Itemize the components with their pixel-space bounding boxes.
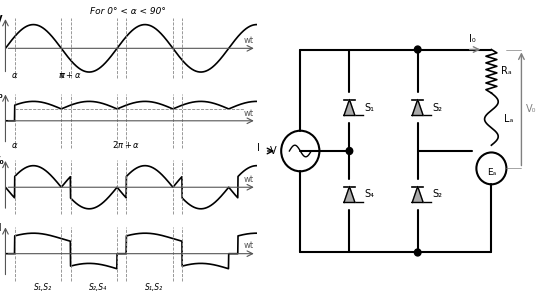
Text: S₂: S₂ [433, 189, 443, 200]
Text: I: I [257, 143, 259, 153]
Text: S₁,S₂: S₁,S₂ [145, 283, 163, 292]
Text: Eₐ: Eₐ [487, 168, 496, 177]
Polygon shape [412, 100, 423, 115]
Text: Lₐ: Lₐ [503, 114, 513, 124]
Polygon shape [412, 187, 423, 202]
Text: S₂: S₂ [433, 102, 443, 113]
Circle shape [346, 147, 353, 155]
Text: $\alpha$: $\alpha$ [11, 141, 19, 150]
Text: V: V [0, 15, 3, 25]
Polygon shape [344, 100, 355, 115]
Text: S₂,S₄: S₂,S₄ [90, 283, 108, 292]
Text: S₁,S₂: S₁,S₂ [34, 283, 52, 292]
Text: S₄: S₄ [365, 189, 375, 200]
Text: I₀: I₀ [0, 90, 3, 100]
Text: V: V [270, 146, 276, 156]
Text: V₀: V₀ [0, 156, 4, 166]
Text: For 0° < α < 90°: For 0° < α < 90° [90, 7, 166, 16]
Text: wt: wt [244, 36, 254, 45]
Text: $2\pi+\alpha$: $2\pi+\alpha$ [112, 139, 140, 150]
Circle shape [414, 249, 421, 256]
Text: wt: wt [244, 241, 254, 250]
Text: wt: wt [244, 175, 254, 184]
Circle shape [414, 46, 421, 53]
Text: wt: wt [244, 108, 254, 117]
Text: S₁: S₁ [365, 102, 375, 113]
Text: $\pi$: $\pi$ [58, 71, 65, 80]
Text: I₀: I₀ [469, 34, 476, 44]
Text: Rₐ: Rₐ [501, 66, 512, 76]
Text: $\pi+\alpha$: $\pi+\alpha$ [59, 70, 82, 80]
Text: $\alpha$: $\alpha$ [11, 71, 19, 80]
Text: V₀: V₀ [526, 104, 536, 114]
Polygon shape [344, 187, 355, 202]
